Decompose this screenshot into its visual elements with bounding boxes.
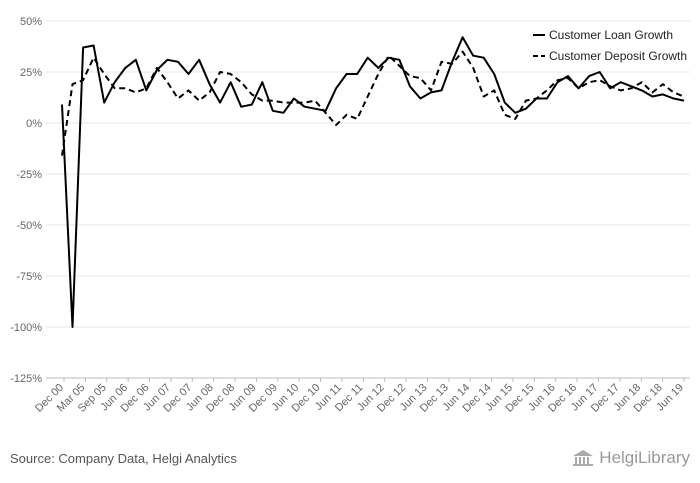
y-tick-label: -25%	[16, 169, 42, 181]
line-chart: 50% 25% 0% -25% -50% -75% -100% -125% Dec 00Mar…	[10, 16, 690, 415]
y-tick-label: 25%	[20, 67, 42, 79]
series-lines	[61, 36, 685, 328]
series-line-loan-growth	[61, 36, 685, 328]
helgi-library-logo[interactable]: HelgiLibrary	[571, 448, 690, 468]
legend-label-deposit: Customer Deposit Growth	[549, 49, 687, 63]
y-tick-label: -50%	[16, 220, 42, 232]
y-tick-label: 0%	[26, 118, 42, 130]
logo-text: HelgiLibrary	[599, 448, 690, 467]
series-line-deposit-growth	[61, 50, 685, 156]
footer: Source: Company Data, Helgi Analytics He…	[0, 440, 700, 483]
y-tick-label: -100%	[10, 322, 42, 334]
y-axis-labels: 50% 25% 0% -25% -50% -75% -100% -125%	[10, 16, 42, 385]
y-tick-label: -125%	[10, 373, 42, 385]
legend-label-loan: Customer Loan Growth	[549, 28, 673, 42]
legend: Customer Loan Growth Customer Deposit Gr…	[533, 28, 687, 63]
y-tick-label: 50%	[20, 16, 42, 28]
gridlines	[46, 20, 690, 328]
library-building-icon	[573, 450, 594, 466]
y-tick-label: -75%	[16, 271, 42, 283]
source-note: Source: Company Data, Helgi Analytics	[10, 451, 237, 466]
